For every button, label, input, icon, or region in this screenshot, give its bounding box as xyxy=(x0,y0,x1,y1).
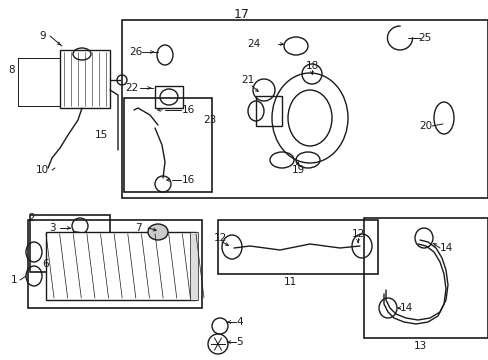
Text: 2: 2 xyxy=(28,213,35,223)
Text: 12: 12 xyxy=(213,233,226,243)
Text: 14: 14 xyxy=(439,243,452,253)
Text: 16: 16 xyxy=(182,105,195,115)
Text: 10: 10 xyxy=(35,165,48,175)
Bar xyxy=(122,20,487,198)
Text: 4: 4 xyxy=(236,317,242,327)
Bar xyxy=(256,96,282,126)
Text: 16: 16 xyxy=(182,175,195,185)
Text: 17: 17 xyxy=(234,8,249,21)
Text: 14: 14 xyxy=(399,303,412,313)
Text: 11: 11 xyxy=(283,277,296,287)
Text: 22: 22 xyxy=(124,83,138,93)
Bar xyxy=(30,215,110,272)
Text: 5: 5 xyxy=(236,337,242,347)
Text: 18: 18 xyxy=(305,61,318,71)
Text: 21: 21 xyxy=(241,75,254,85)
Text: 6: 6 xyxy=(42,259,49,269)
Bar xyxy=(124,98,212,192)
Text: 13: 13 xyxy=(412,341,426,351)
Bar xyxy=(155,86,183,108)
Bar xyxy=(60,50,110,108)
Text: 24: 24 xyxy=(246,39,260,49)
Text: 7: 7 xyxy=(135,223,142,233)
Bar xyxy=(46,232,196,300)
Text: 25: 25 xyxy=(417,33,430,43)
Text: 19: 19 xyxy=(291,165,304,175)
Text: 1: 1 xyxy=(11,275,17,285)
Bar xyxy=(190,232,198,300)
Text: 20: 20 xyxy=(418,121,431,131)
Text: 23: 23 xyxy=(203,115,216,125)
Text: 8: 8 xyxy=(9,65,15,75)
Bar xyxy=(218,220,377,274)
Text: 26: 26 xyxy=(128,47,142,57)
Text: 15: 15 xyxy=(95,130,108,140)
Bar xyxy=(363,218,487,338)
Ellipse shape xyxy=(148,224,168,240)
Bar xyxy=(28,220,202,308)
Text: 9: 9 xyxy=(40,31,46,41)
Text: 12: 12 xyxy=(351,229,364,239)
Text: 3: 3 xyxy=(49,223,55,233)
